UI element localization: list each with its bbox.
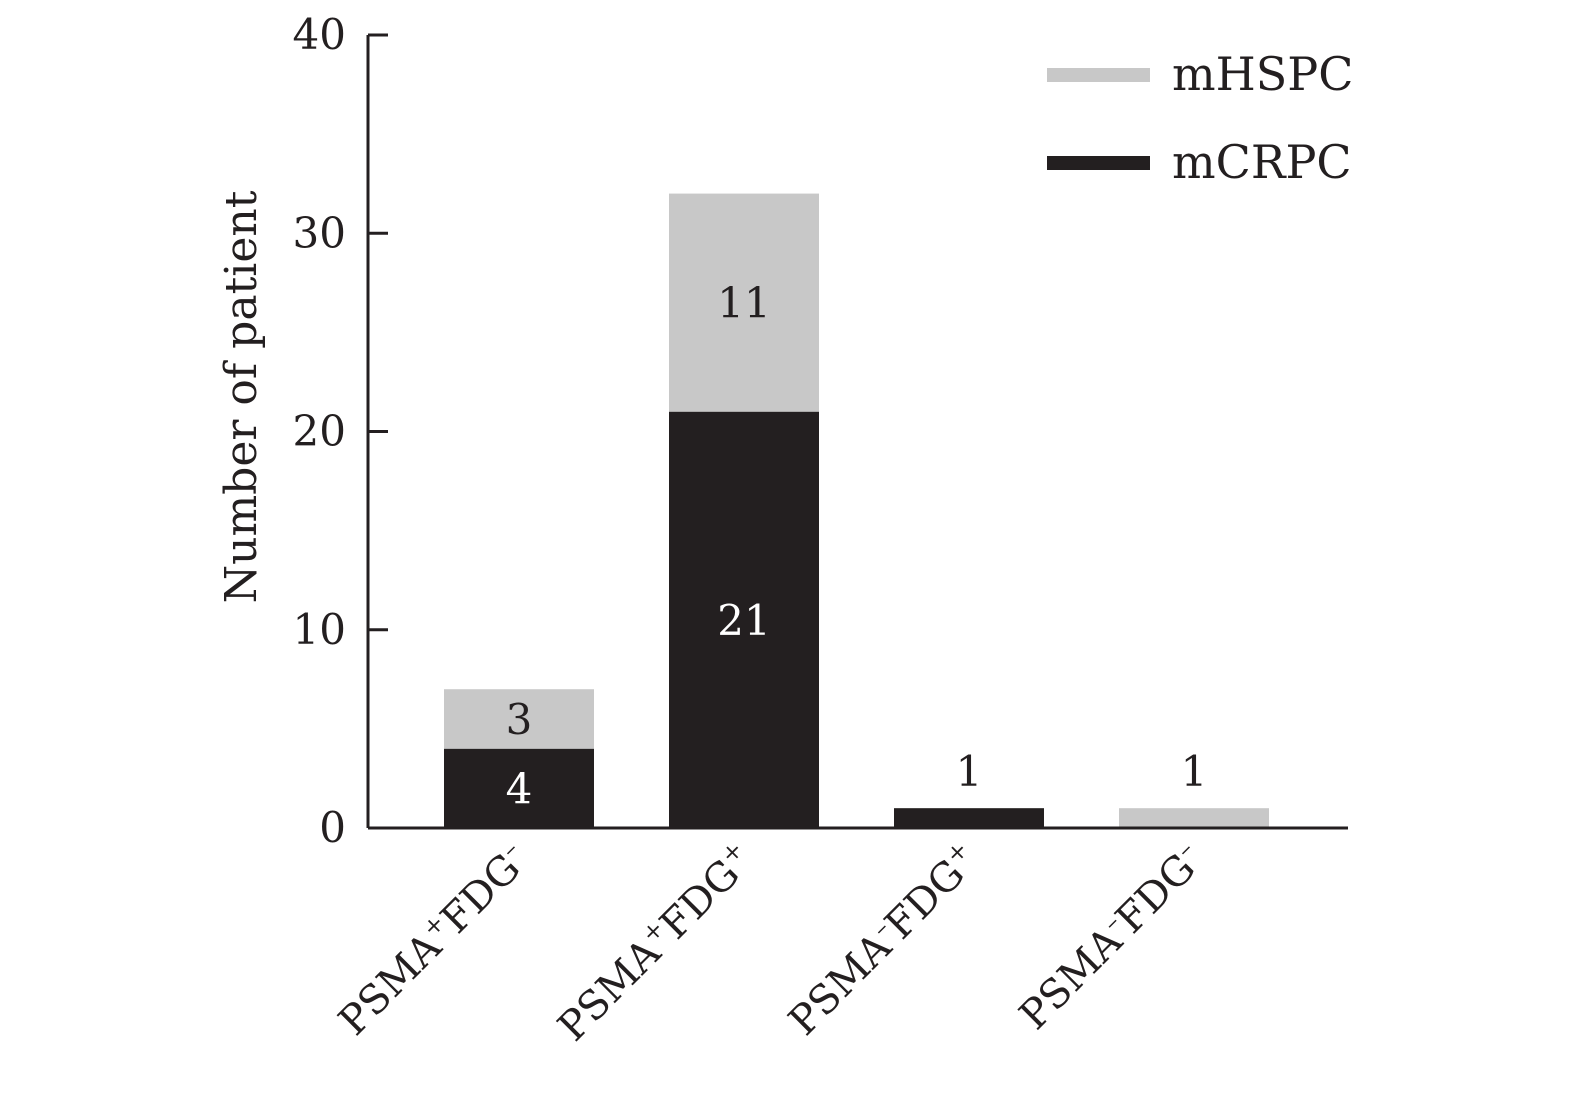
bar-mcrpc-0 xyxy=(444,748,594,828)
x-category-label-1: PSMA+FDG+ xyxy=(548,835,763,1050)
y-tick-label-0: 0 xyxy=(319,803,346,852)
bar-mhspc-0 xyxy=(444,689,594,749)
y-axis-title: Number of patient xyxy=(216,190,267,603)
bar-label-mcrpc-2: 1 xyxy=(956,747,983,796)
legend-swatch-mcrpc xyxy=(1047,156,1150,170)
bar-label-mhspc-0: 3 xyxy=(506,695,533,744)
y-axis-ticks: 0 10 20 30 40 xyxy=(293,10,388,852)
x-category-label-0: PSMA+FDG– xyxy=(329,835,538,1044)
bar-label-mcrpc-1: 21 xyxy=(717,596,770,645)
bar-mhspc-3 xyxy=(1119,808,1269,828)
bars xyxy=(444,193,1269,828)
bar-label-mhspc-1: 11 xyxy=(717,279,770,328)
y-tick-label-1: 10 xyxy=(293,605,346,654)
legend: mHSPC mCRPC xyxy=(1047,47,1353,189)
y-tick-label-4: 40 xyxy=(293,10,346,59)
bar-mhspc-1 xyxy=(669,193,819,412)
x-category-label-3: PSMA–FDG– xyxy=(1009,835,1213,1039)
legend-label-mcrpc: mCRPC xyxy=(1172,135,1352,189)
legend-swatch-mhspc xyxy=(1047,68,1150,82)
bar-label-mcrpc-0: 4 xyxy=(506,764,533,813)
x-category-label-2: PSMA–FDG+ xyxy=(779,835,988,1044)
legend-label-mhspc: mHSPC xyxy=(1172,47,1353,101)
bar-label-mhspc-3: 1 xyxy=(1181,747,1208,796)
x-axis-labels: PSMA+FDG–PSMA+FDG+PSMA–FDG+PSMA–FDG– xyxy=(329,835,1213,1050)
y-tick-label-3: 30 xyxy=(293,208,346,257)
bar-mcrpc-1 xyxy=(669,411,819,828)
y-tick-label-2: 20 xyxy=(293,407,346,456)
bar-mcrpc-2 xyxy=(894,808,1044,828)
